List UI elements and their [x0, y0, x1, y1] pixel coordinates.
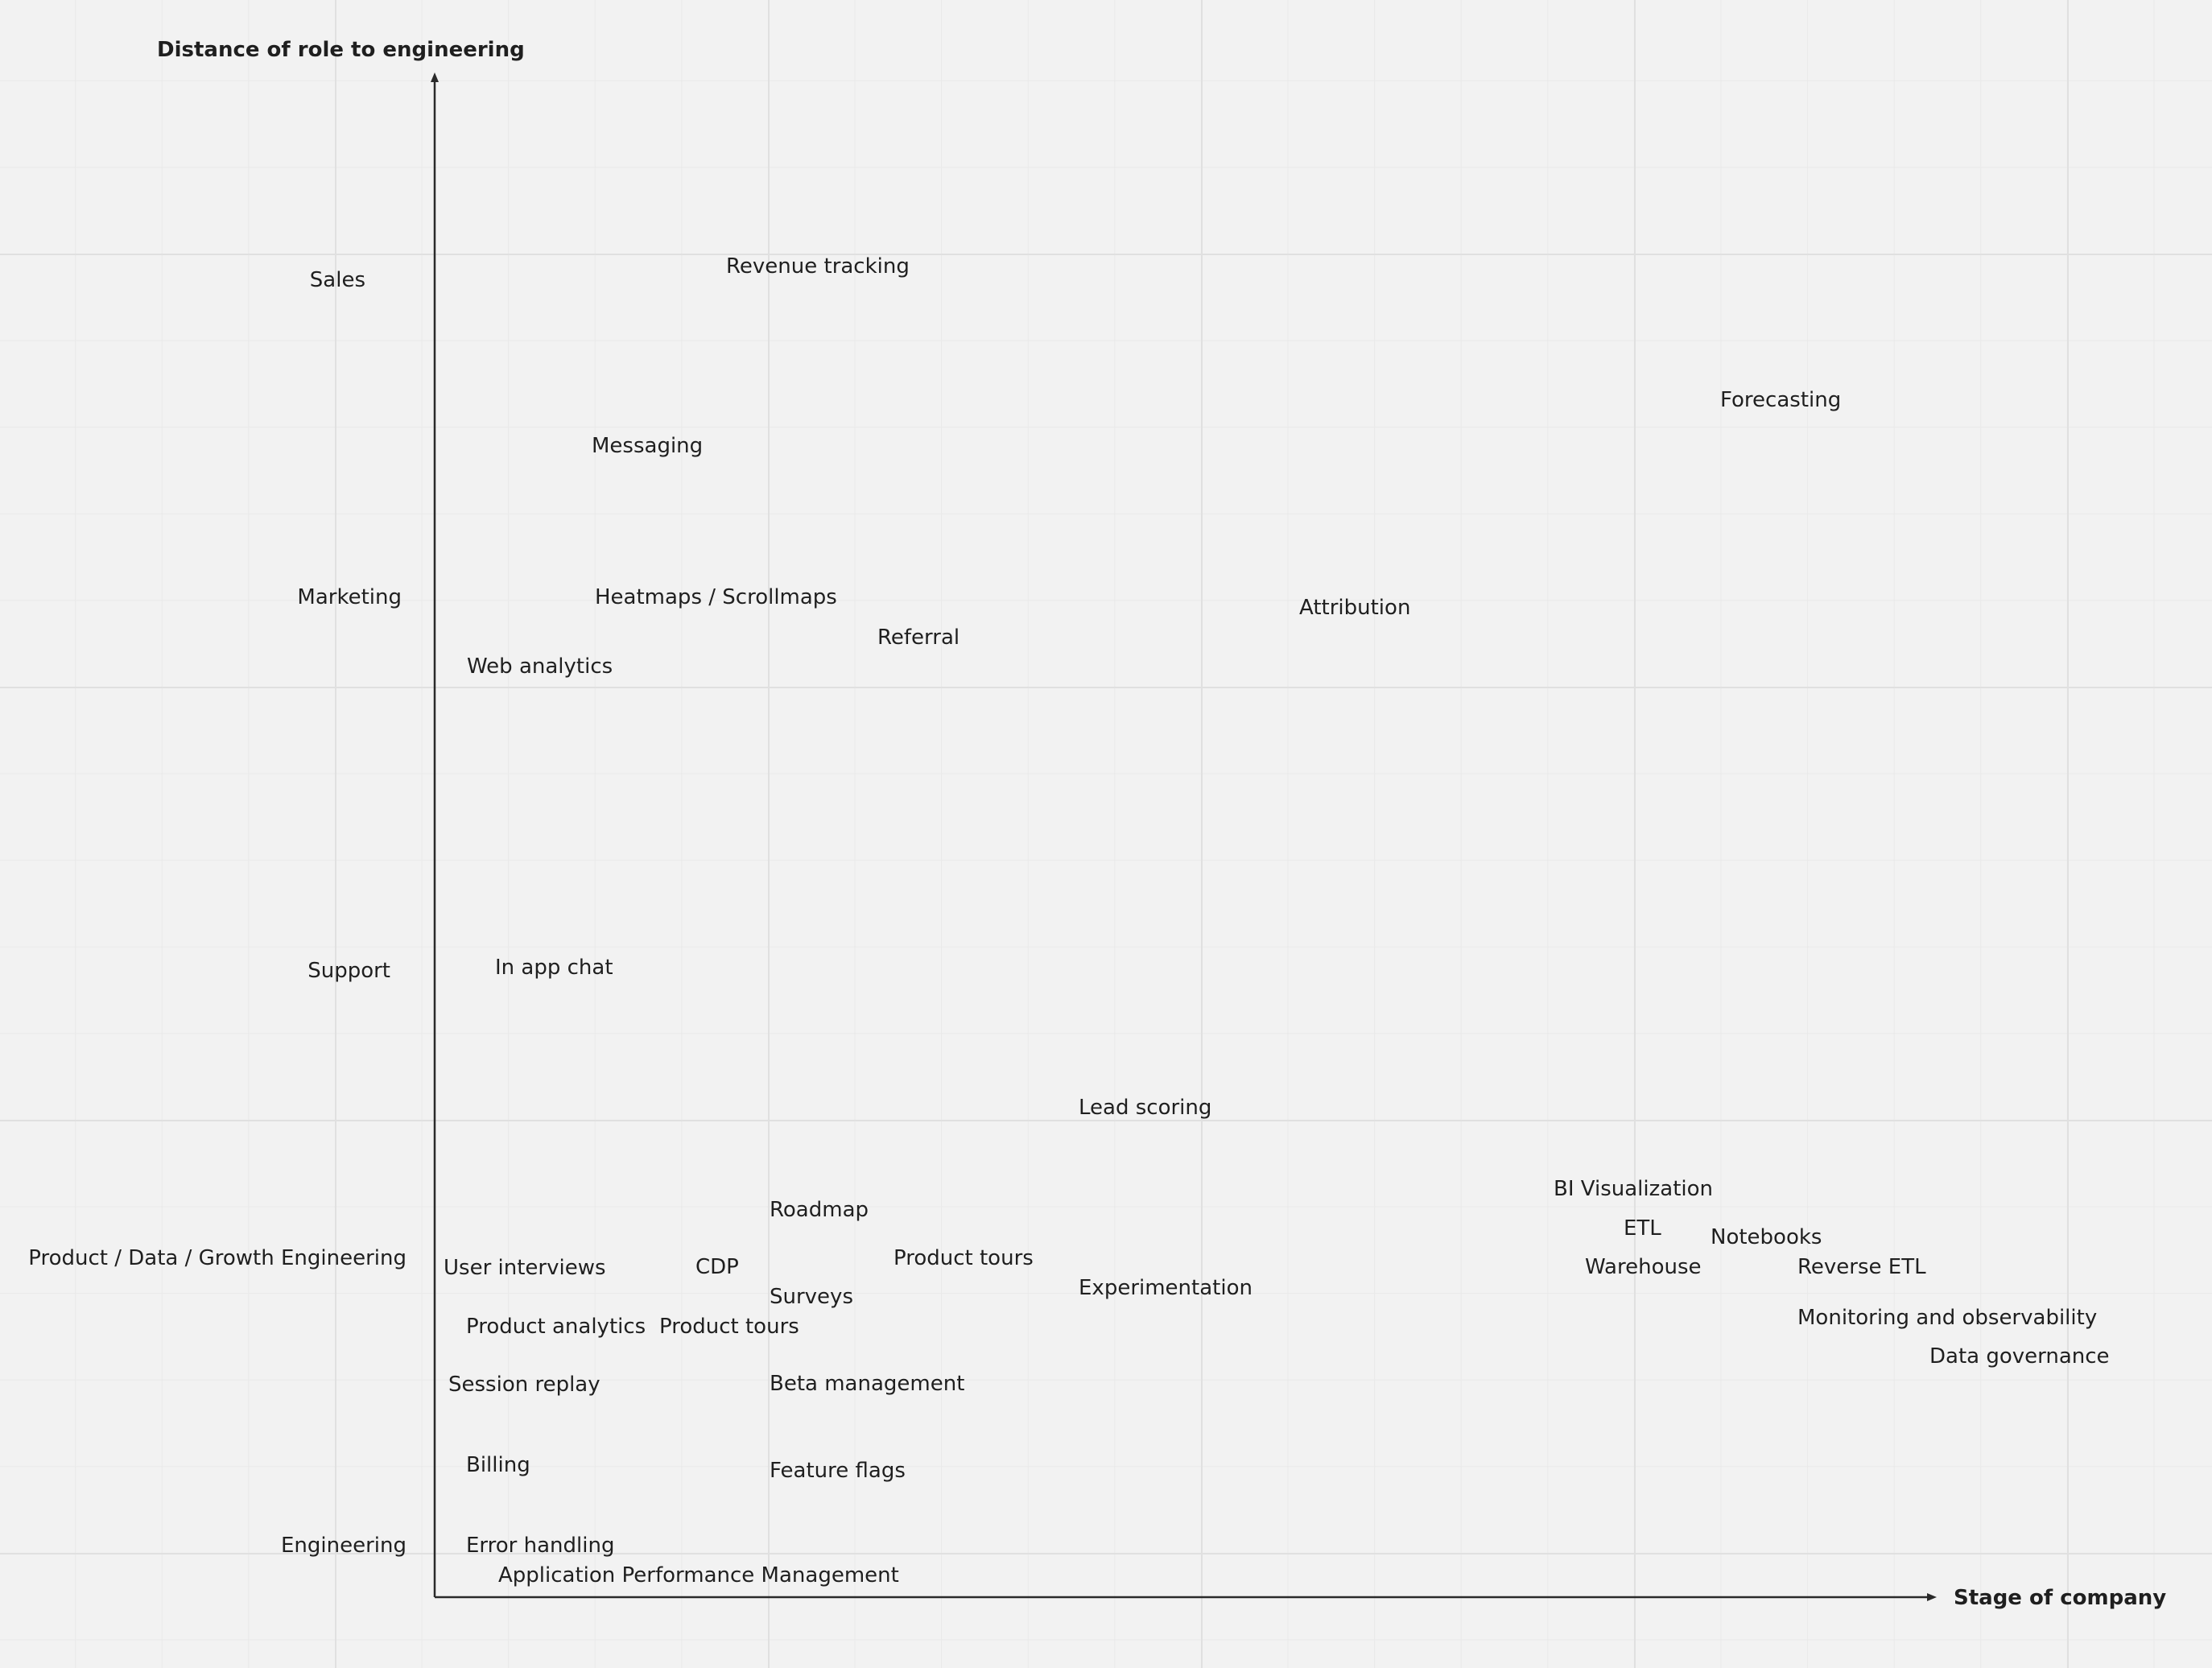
tool-reverse-etl: Reverse ETL	[1797, 1255, 1926, 1279]
tool-monitoring-observability: Monitoring and observability	[1797, 1306, 2098, 1330]
role-engineering: Engineering	[281, 1534, 406, 1558]
x-axis-title: Stage of company	[1954, 1586, 2167, 1610]
y-axis-title: Distance of role to engineering	[157, 38, 525, 62]
tool-bi-visualization: BI Visualization	[1554, 1177, 1713, 1201]
tool-product-tours: Product tours	[893, 1246, 1034, 1270]
tool-forecasting: Forecasting	[1720, 388, 1842, 412]
tool-revenue-tracking: Revenue tracking	[726, 254, 910, 279]
tool-product-tours-2: Product tours	[659, 1315, 799, 1339]
role-product-data-growth: Product / Data / Growth Engineering	[28, 1246, 406, 1270]
tool-product-analytics: Product analytics	[466, 1315, 646, 1339]
tool-data-governance: Data governance	[1929, 1344, 2110, 1369]
tool-cdp: CDP	[695, 1255, 739, 1279]
tool-attribution: Attribution	[1299, 596, 1411, 620]
tool-feature-flags: Feature flags	[770, 1459, 906, 1483]
tool-notebooks: Notebooks	[1711, 1225, 1822, 1249]
tool-messaging: Messaging	[592, 434, 704, 458]
tool-experimentation: Experimentation	[1079, 1276, 1253, 1300]
tool-beta-management: Beta management	[770, 1372, 965, 1396]
tool-user-interviews: User interviews	[444, 1256, 606, 1280]
tool-surveys: Surveys	[770, 1285, 853, 1309]
role-support: Support	[307, 959, 390, 983]
tool-etl: ETL	[1624, 1216, 1661, 1241]
tool-error-handling: Error handling	[466, 1534, 615, 1558]
tool-web-analytics: Web analytics	[467, 654, 613, 679]
tool-referral: Referral	[877, 626, 960, 650]
tool-billing: Billing	[466, 1453, 530, 1477]
tool-lead-scoring: Lead scoring	[1079, 1096, 1212, 1120]
tool-application-performance-management: Application Performance Management	[498, 1563, 899, 1587]
tool-roadmap: Roadmap	[770, 1198, 869, 1222]
tool-in-app-chat: In app chat	[495, 956, 613, 980]
tool-heatmaps-scrollmaps: Heatmaps / Scrollmaps	[595, 585, 837, 609]
tool-session-replay: Session replay	[448, 1373, 600, 1397]
tool-warehouse: Warehouse	[1585, 1255, 1702, 1279]
role-sales: Sales	[309, 268, 365, 292]
role-marketing: Marketing	[297, 585, 402, 609]
